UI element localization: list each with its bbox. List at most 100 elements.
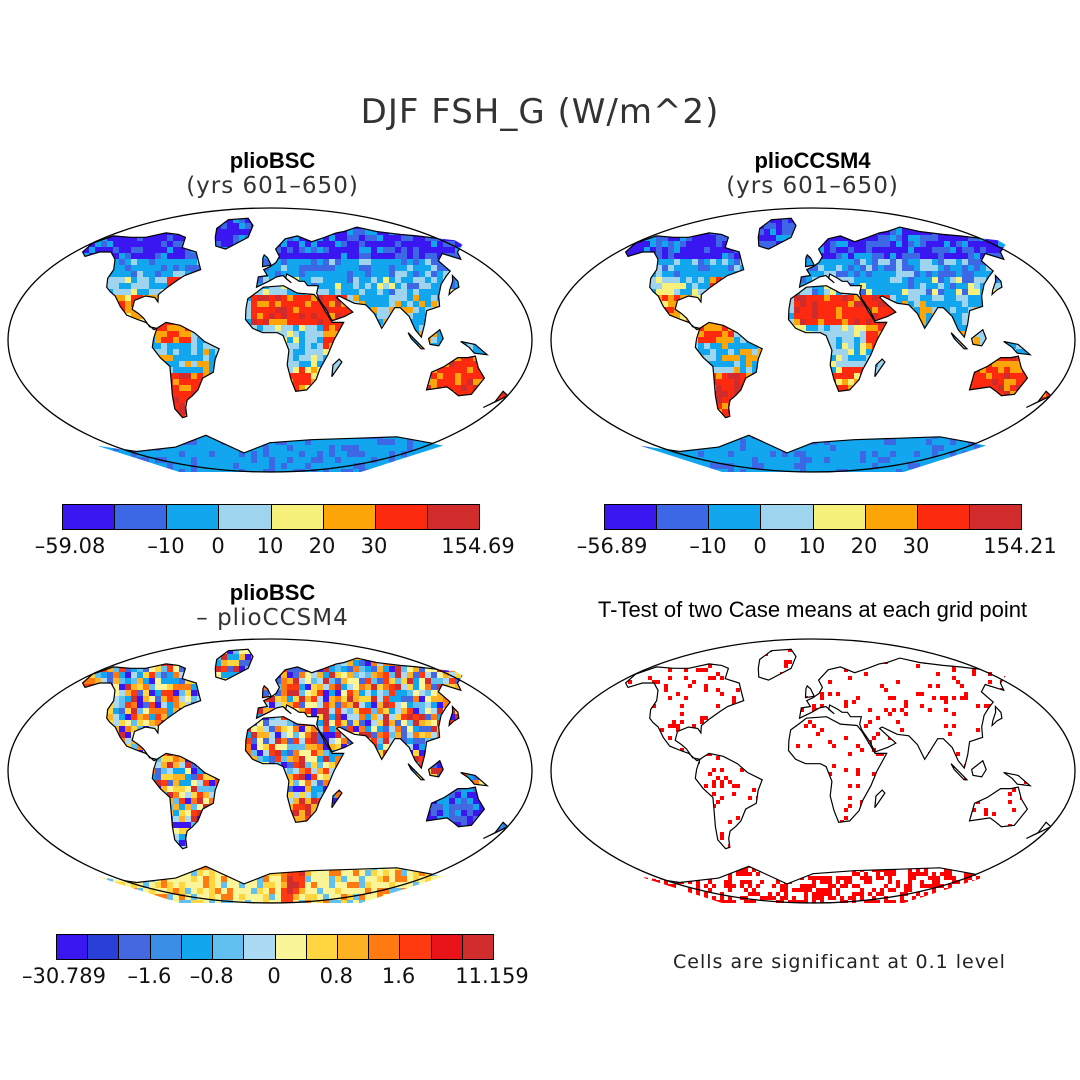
- colorbar-cell: [88, 935, 120, 959]
- coastline-africa: [244, 285, 345, 392]
- colorbar-tick-label: 154.21: [983, 534, 1057, 558]
- colorbar-tick-label: –1.6: [127, 964, 172, 988]
- coastline-australia: [425, 355, 486, 397]
- coastline-eurasia: [255, 657, 464, 770]
- coastline-africa: [244, 716, 345, 823]
- colorbar-cell: [462, 935, 494, 959]
- coastline-australia: [425, 786, 486, 828]
- coastline-namerica: [81, 232, 202, 331]
- panel1-subtitle: (yrs 601–650): [186, 173, 359, 199]
- colorbar-cell: [761, 505, 814, 529]
- colorbar-tick-label: –30.789: [22, 964, 106, 988]
- coastline-japan: [448, 704, 460, 728]
- colorbar-tick-label: 0: [267, 964, 281, 988]
- panel2-colorbar: [604, 504, 1022, 530]
- colorbar-tick-label: 11.159: [455, 964, 529, 988]
- colorbar-tick-label: 20: [308, 534, 336, 558]
- colorbar-cell: [709, 505, 762, 529]
- coastline-eurasia: [798, 226, 1007, 339]
- coastline-sumatra: [950, 763, 969, 781]
- coastline-sumatra: [407, 763, 426, 781]
- panel1-colorbar: [62, 504, 480, 530]
- coastline-sumatra: [407, 332, 426, 350]
- coastline-uk: [261, 684, 273, 699]
- coastline-namerica: [624, 232, 745, 331]
- coastline-australia: [968, 355, 1029, 397]
- colorbar-tick-label: –10: [147, 534, 185, 558]
- coastline-borneo: [970, 328, 987, 347]
- coastline-samerica: [694, 752, 763, 850]
- panel2-map: [550, 207, 1076, 473]
- colorbar-cell: [657, 505, 710, 529]
- colorbar-cell: [917, 505, 970, 529]
- coastline-namerica: [624, 663, 745, 762]
- panel2-title: plioCCSM4: [754, 148, 871, 173]
- colorbar-tick-label: 154.69: [441, 534, 515, 558]
- colorbar-tick-label: 1.6: [381, 964, 416, 988]
- coastline-madagascar: [874, 789, 886, 809]
- colorbar-cell: [431, 935, 463, 959]
- colorbar-cell: [865, 505, 918, 529]
- colorbar-cell: [271, 505, 324, 529]
- panel3-colorbar: [56, 934, 494, 960]
- colorbar-cell: [244, 935, 276, 959]
- coastline-madagascar: [331, 789, 343, 809]
- coastline-uk: [261, 253, 273, 268]
- coastline-australia: [968, 786, 1029, 828]
- coastline-madagascar: [331, 358, 343, 378]
- coastline-newguinea: [460, 340, 489, 356]
- panel4-map: [550, 638, 1076, 904]
- colorbar-tick-label: –56.89: [576, 534, 648, 558]
- coastline-uk: [804, 253, 816, 268]
- coastline-japan: [991, 273, 1003, 297]
- colorbar-cell: [63, 505, 116, 529]
- colorbar-tick-label: 10: [798, 534, 826, 558]
- colorbar-cell: [400, 935, 432, 959]
- coastline-uk: [804, 684, 816, 699]
- panel3-title: plioBSC: [229, 580, 316, 605]
- coastline-greenland: [757, 648, 797, 681]
- coastline-nz: [1026, 821, 1052, 840]
- coastline-eurasia: [798, 657, 1007, 770]
- colorbar-tick-label: 0: [753, 534, 767, 558]
- significance-note: Cells are significant at 0.1 level: [673, 951, 1006, 973]
- coastline-japan: [448, 273, 460, 297]
- colorbar-cell: [375, 505, 428, 529]
- map-boundary: [550, 638, 1076, 904]
- coastline-samerica: [694, 321, 763, 419]
- colorbar-tick-label: 0.8: [319, 964, 353, 988]
- colorbar-cell: [115, 505, 168, 529]
- land-field: [625, 218, 1051, 472]
- coastline-africa: [787, 285, 888, 392]
- coastline-madagascar: [874, 358, 886, 378]
- coastline-nz: [483, 821, 509, 840]
- colorbar-cell: [427, 505, 479, 529]
- coastlines: [624, 648, 1052, 903]
- colorbar-cell: [181, 935, 214, 959]
- panel2-subtitle: (yrs 601–650): [726, 173, 899, 199]
- colorbar-tick-label: 30: [360, 534, 388, 558]
- colorbar-tick-label: –59.08: [34, 534, 106, 558]
- colorbar-cell: [337, 935, 370, 959]
- map-boundary: [550, 207, 1076, 473]
- coastline-newguinea: [1003, 771, 1032, 787]
- coastline-greenland: [214, 648, 254, 681]
- panel4-title: T-Test of two Case means at each grid po…: [597, 597, 1028, 622]
- land-field: [625, 649, 1051, 903]
- coastline-japan: [991, 704, 1003, 728]
- colorbar-cell: [167, 505, 220, 529]
- coastline-borneo: [427, 328, 444, 347]
- colorbar-cell: [323, 505, 376, 529]
- coastlines: [81, 648, 509, 903]
- colorbar-tick-label: 10: [256, 534, 284, 558]
- panel3-subtitle: – plioCCSM4: [196, 605, 349, 631]
- coastline-borneo: [427, 759, 444, 778]
- colorbar-cell: [119, 935, 151, 959]
- coastline-namerica: [81, 663, 202, 762]
- colorbar-cell: [969, 505, 1021, 529]
- coastline-sumatra: [950, 332, 969, 350]
- colorbar-cell: [275, 935, 307, 959]
- map-boundary: [7, 207, 533, 473]
- coastline-samerica: [151, 321, 220, 419]
- colorbar-tick-label: 30: [902, 534, 930, 558]
